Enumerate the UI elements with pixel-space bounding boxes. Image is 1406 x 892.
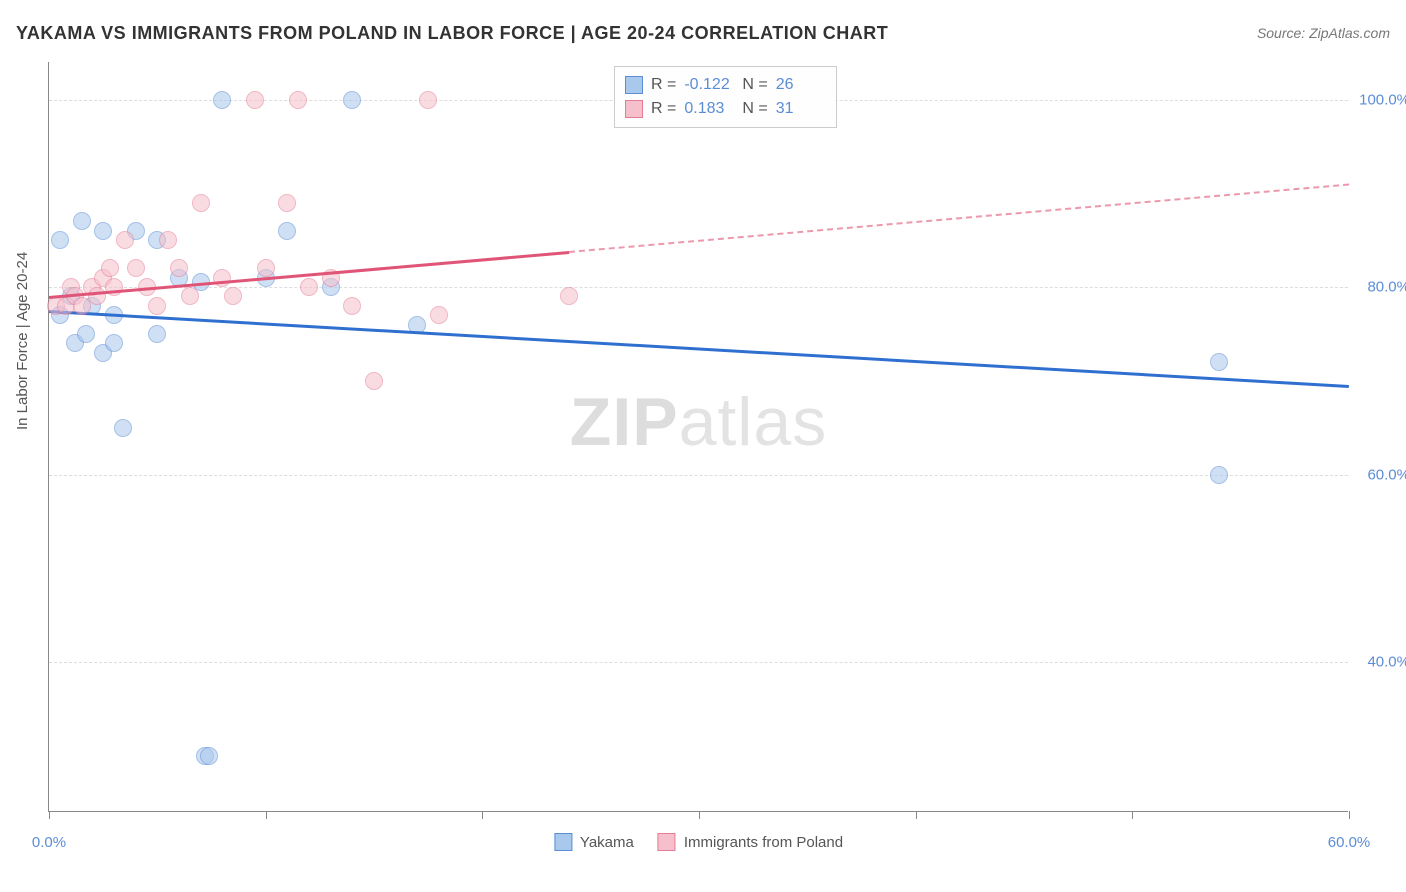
x-tick <box>1349 811 1350 819</box>
y-tick-label: 80.0% <box>1367 279 1406 296</box>
data-point <box>192 194 210 212</box>
gridline-horizontal <box>49 475 1348 476</box>
data-point <box>148 297 166 315</box>
data-point <box>213 91 231 109</box>
data-point <box>200 747 218 765</box>
legend-item: Yakama <box>554 833 634 851</box>
data-point <box>77 325 95 343</box>
legend-swatch <box>658 833 676 851</box>
data-point <box>343 91 361 109</box>
data-point <box>88 287 106 305</box>
x-tick-label: 0.0% <box>32 834 66 851</box>
x-tick-label: 60.0% <box>1328 834 1371 851</box>
x-tick <box>482 811 483 819</box>
legend-item: Immigrants from Poland <box>658 833 843 851</box>
legend-swatch <box>625 100 643 118</box>
data-point <box>343 297 361 315</box>
watermark: ZIPatlas <box>570 383 827 461</box>
data-point <box>94 222 112 240</box>
trend-line <box>569 184 1349 253</box>
x-tick <box>699 811 700 819</box>
data-point <box>224 287 242 305</box>
legend-swatch <box>554 833 572 851</box>
data-point <box>105 334 123 352</box>
n-label: N = <box>742 76 767 94</box>
data-point <box>365 372 383 390</box>
r-value: -0.122 <box>684 76 734 94</box>
data-point <box>51 231 69 249</box>
data-point <box>419 91 437 109</box>
chart-header: YAKAMA VS IMMIGRANTS FROM POLAND IN LABO… <box>16 18 1390 48</box>
gridline-horizontal <box>49 662 1348 663</box>
data-point <box>127 259 145 277</box>
data-point <box>170 259 188 277</box>
n-value: 31 <box>776 100 826 118</box>
trend-line <box>49 310 1349 388</box>
source-attribution: Source: ZipAtlas.com <box>1257 25 1390 41</box>
scatter-plot-area: ZIPatlas 40.0%60.0%80.0%100.0%0.0%60.0%R… <box>48 62 1348 812</box>
legend-label: Immigrants from Poland <box>684 834 843 851</box>
r-value: 0.183 <box>684 100 734 118</box>
data-point <box>148 325 166 343</box>
data-point <box>278 194 296 212</box>
x-tick <box>1132 811 1133 819</box>
r-label: R = <box>651 100 676 118</box>
data-point <box>101 259 119 277</box>
x-tick <box>49 811 50 819</box>
series-legend: Yakama Immigrants from Poland <box>554 833 843 851</box>
y-tick-label: 40.0% <box>1367 654 1406 671</box>
y-tick-label: 60.0% <box>1367 466 1406 483</box>
data-point <box>300 278 318 296</box>
data-point <box>73 212 91 230</box>
legend-row: R = -0.122 N = 26 <box>625 73 826 97</box>
data-point <box>181 287 199 305</box>
data-point <box>430 306 448 324</box>
data-point <box>114 419 132 437</box>
data-point <box>1210 466 1228 484</box>
gridline-horizontal <box>49 287 1348 288</box>
correlation-legend: R = -0.122 N = 26 R = 0.183 N = 31 <box>614 66 837 128</box>
legend-swatch <box>625 76 643 94</box>
legend-label: Yakama <box>580 834 634 851</box>
data-point <box>289 91 307 109</box>
x-tick <box>916 811 917 819</box>
n-value: 26 <box>776 76 826 94</box>
watermark-light: atlas <box>679 384 828 460</box>
data-point <box>257 259 275 277</box>
data-point <box>246 91 264 109</box>
data-point <box>116 231 134 249</box>
legend-row: R = 0.183 N = 31 <box>625 97 826 121</box>
watermark-bold: ZIP <box>570 384 679 460</box>
data-point <box>1210 353 1228 371</box>
y-tick-label: 100.0% <box>1359 91 1406 108</box>
data-point <box>278 222 296 240</box>
x-tick <box>266 811 267 819</box>
y-axis-title: In Labor Force | Age 20-24 <box>14 252 31 430</box>
n-label: N = <box>742 100 767 118</box>
data-point <box>560 287 578 305</box>
data-point <box>159 231 177 249</box>
r-label: R = <box>651 76 676 94</box>
chart-title: YAKAMA VS IMMIGRANTS FROM POLAND IN LABO… <box>16 23 888 44</box>
